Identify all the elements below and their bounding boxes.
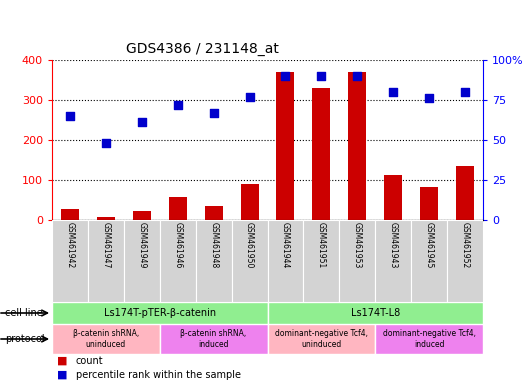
Bar — [411, 220, 447, 302]
Text: ■: ■ — [57, 370, 68, 380]
Bar — [312, 88, 331, 220]
Bar — [160, 324, 267, 354]
Text: cell line: cell line — [5, 308, 43, 318]
Bar — [52, 220, 88, 302]
Bar — [277, 72, 294, 220]
Bar — [160, 220, 196, 302]
Bar — [375, 324, 483, 354]
Text: dominant-negative Tcf4,
uninduced: dominant-negative Tcf4, uninduced — [275, 329, 368, 349]
Bar — [267, 324, 375, 354]
Bar — [52, 324, 160, 354]
Text: protocol: protocol — [5, 334, 45, 344]
Bar — [348, 72, 366, 220]
Point — [174, 102, 182, 108]
Text: percentile rank within the sample: percentile rank within the sample — [75, 370, 241, 380]
Text: dominant-negative Tcf4,
induced: dominant-negative Tcf4, induced — [383, 329, 475, 349]
Text: GSM461952: GSM461952 — [461, 222, 470, 269]
Point — [209, 110, 218, 116]
Point — [317, 73, 325, 79]
Point — [138, 119, 146, 126]
Bar — [204, 206, 223, 220]
Bar — [420, 187, 438, 220]
Bar — [196, 220, 232, 302]
Text: ■: ■ — [57, 356, 68, 366]
Text: GSM461946: GSM461946 — [173, 222, 182, 269]
Point — [66, 113, 74, 119]
Text: β-catenin shRNA,
uninduced: β-catenin shRNA, uninduced — [73, 329, 139, 349]
Text: count: count — [75, 356, 103, 366]
Bar — [169, 197, 187, 220]
Text: GSM461942: GSM461942 — [65, 222, 74, 269]
Bar — [88, 220, 124, 302]
Point — [461, 89, 469, 95]
Text: GSM461944: GSM461944 — [281, 222, 290, 269]
Bar — [303, 220, 339, 302]
Bar — [267, 302, 483, 324]
Bar — [456, 166, 474, 220]
Text: GSM461949: GSM461949 — [138, 222, 146, 269]
Bar — [97, 217, 115, 220]
Bar — [52, 302, 267, 324]
Bar — [375, 220, 411, 302]
Text: Ls174T-L8: Ls174T-L8 — [350, 308, 400, 318]
Bar — [447, 220, 483, 302]
Text: GSM461953: GSM461953 — [353, 222, 362, 269]
Bar — [267, 220, 303, 302]
Text: GSM461945: GSM461945 — [425, 222, 434, 269]
Bar — [232, 220, 267, 302]
Text: GSM461947: GSM461947 — [101, 222, 110, 269]
Text: GSM461948: GSM461948 — [209, 222, 218, 269]
Text: GSM461950: GSM461950 — [245, 222, 254, 269]
Bar — [124, 220, 160, 302]
Bar — [339, 220, 375, 302]
Text: β-catenin shRNA,
induced: β-catenin shRNA, induced — [180, 329, 247, 349]
Point — [101, 140, 110, 146]
Bar — [241, 184, 258, 220]
Text: GSM461951: GSM461951 — [317, 222, 326, 269]
Text: Ls174T-pTER-β-catenin: Ls174T-pTER-β-catenin — [104, 308, 216, 318]
Point — [425, 95, 434, 101]
Point — [245, 94, 254, 100]
Bar — [384, 175, 402, 220]
Bar — [61, 209, 79, 220]
Text: GDS4386 / 231148_at: GDS4386 / 231148_at — [127, 42, 279, 56]
Text: GSM461943: GSM461943 — [389, 222, 397, 269]
Point — [353, 73, 361, 79]
Bar — [133, 211, 151, 220]
Point — [281, 73, 290, 79]
Point — [389, 89, 397, 95]
